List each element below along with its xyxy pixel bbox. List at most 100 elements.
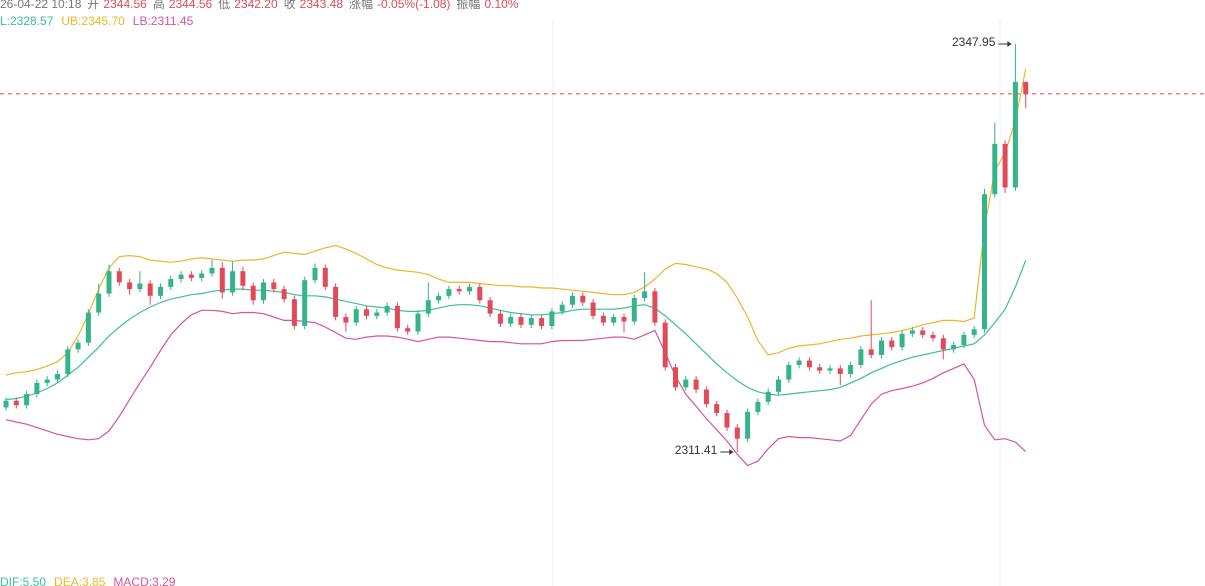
candle-body [982,194,987,330]
info-value: 0.10% [484,0,518,11]
candle-body [3,400,9,408]
candle-body [631,298,637,322]
candle-body [364,309,369,316]
candle-body [497,313,503,324]
candle-body [951,344,957,350]
min-label: 2311.41 [675,443,718,457]
info-label: 低 [218,0,230,11]
candle-body [353,309,359,323]
candle-body [776,379,781,392]
candle-body [44,379,50,383]
candle-body [611,317,617,323]
candle-body [673,367,678,388]
info-value: 2343.48 [300,0,344,11]
candle-body [281,289,287,300]
annotation-arrowhead [1007,40,1012,47]
info-label: 涨幅 [349,0,373,11]
candle-body [219,267,225,293]
info-label: 高 [153,0,165,11]
candle-body [806,360,812,368]
overlay: 2347.95 2311.41 [0,35,1205,457]
candle-body [879,340,884,355]
candle-body [714,404,720,414]
candle-body [724,413,730,428]
candle-body [240,271,246,286]
candle-body [85,312,91,343]
candle-body [817,367,823,371]
candle-body [230,271,236,293]
band-line [5,260,1027,401]
candle-body [13,400,19,406]
candle-body [322,267,328,287]
candle-body [106,271,112,294]
candle-body [848,365,854,374]
candle-body [374,312,380,316]
candle-body [158,286,163,296]
candle-body [600,315,606,323]
candle-body [446,289,452,296]
candle-body [168,279,174,287]
info-label: 26-04-22 10:18 [0,0,82,11]
candle-body [570,295,575,305]
candle-body [178,274,184,280]
candle-body [55,373,60,380]
candle-body [559,304,565,312]
candle-body [312,267,318,281]
candle-body [858,349,864,366]
candle-body [436,295,442,301]
candle-body [961,334,967,345]
candle-body [940,338,946,350]
legend-entry: L:2328.57 [0,14,54,28]
bands [5,68,1027,467]
max-label: 2347.95 [952,35,996,49]
candle-body [65,349,71,374]
candle-body [261,282,266,301]
legend-entry: UB:2345.70 [61,14,125,28]
candle-body [652,291,658,323]
candle-body [827,368,833,371]
candle-body [394,305,400,329]
candle-body [425,300,431,314]
info-value: -0.05%(-1.08) [377,0,450,11]
candle-body [487,300,493,314]
candle-body [209,267,215,274]
candle-body [291,299,297,326]
candle-body [343,317,349,323]
candle-body [467,286,472,292]
candle-body [580,295,586,303]
candle-body [786,365,792,380]
candle-body [199,273,205,278]
candle-body [518,317,524,325]
candle-body [539,318,545,326]
macd-entry: MACD:3.29 [113,575,175,586]
info-label: 振幅 [456,0,480,11]
info-value: 2344.56 [169,0,213,11]
candle-body [1002,143,1008,188]
candle-body [75,342,81,350]
macd-entry: DEA:3.85 [54,575,106,586]
candle-body [889,340,895,348]
candle-body [662,322,668,368]
candle-body [745,411,751,439]
macd-entry: DIF:5.50 [0,575,46,586]
candle-body [1023,81,1029,94]
candle-body [271,282,277,290]
candle-body [24,394,30,406]
candle-body [127,282,133,290]
candle-body [302,280,308,326]
candle-body [796,360,802,366]
candle-body [34,382,40,395]
legend-entry: LB:2311.45 [133,14,194,28]
candle-body [116,271,122,283]
candle-body [765,391,771,402]
macd-legend: DIF:5.50 DEA:3.85 MACD:3.29 [0,575,176,586]
candle-body [992,143,998,195]
candle-body [477,286,483,301]
band-line [5,68,1027,376]
candle-body [590,302,596,316]
candle-body [837,368,843,374]
candle-body [868,349,874,355]
candle-body [96,293,102,313]
candle-body [549,311,555,326]
